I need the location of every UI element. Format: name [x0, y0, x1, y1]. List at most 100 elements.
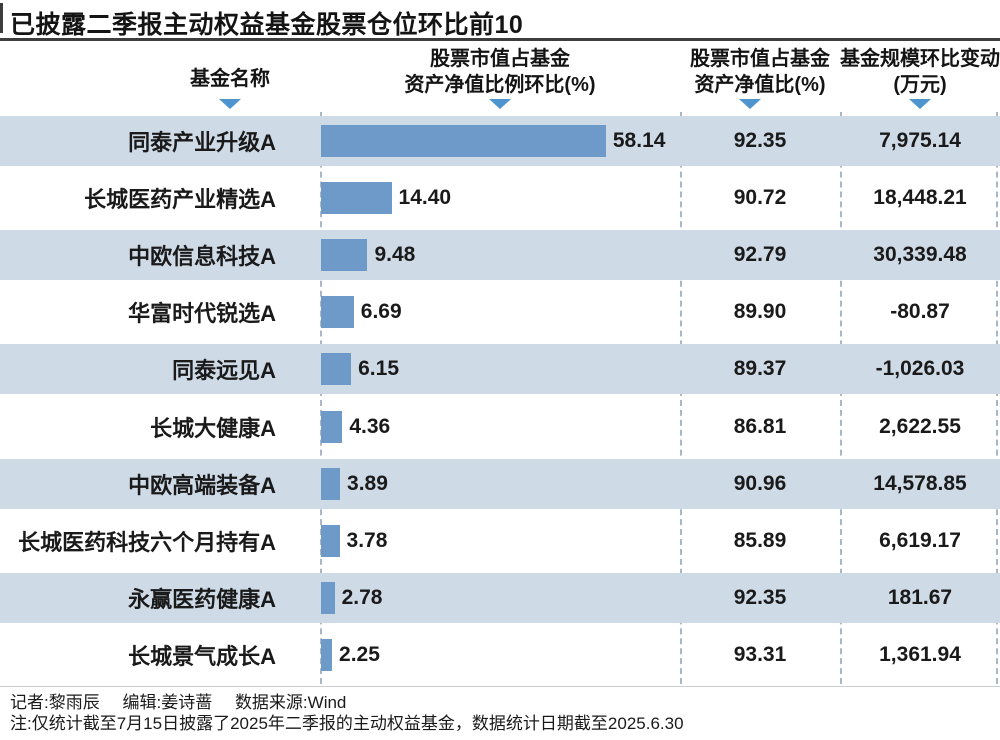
column-header-text: 基金名称	[190, 68, 270, 90]
scale-change-value: -80.87	[890, 300, 950, 324]
ratio-value: 90.72	[733, 185, 787, 209]
column-header-text: 股票市值占基金	[690, 48, 830, 70]
scale-change-value: 2,622.55	[879, 414, 961, 438]
column-divider-dashed-line	[840, 112, 842, 684]
change-bar	[321, 353, 352, 386]
column-header-text: (万元)	[893, 74, 947, 96]
table-row: 中欧高端装备A 3.89 90.96 14,578.85	[0, 455, 1000, 513]
ratio-value: 86.81	[733, 414, 787, 438]
triangle-down-icon	[219, 99, 241, 109]
column-header-text: 资产净值比例环比(%)	[404, 74, 596, 96]
change-bar	[321, 467, 341, 500]
change-value: 6.69	[360, 300, 402, 324]
axis-zero-dashed-line	[320, 112, 322, 684]
ratio-value: 85.89	[733, 528, 787, 552]
column-header-position-ratio: 股票市值占基金 资产净值比(%)	[680, 46, 840, 98]
change-bar	[321, 639, 333, 672]
triangle-down-icon	[489, 99, 511, 109]
change-bar-cell: 14.40	[320, 169, 680, 226]
change-value: 2.78	[341, 586, 383, 610]
column-header-text: 股票市值占基金	[430, 48, 570, 70]
change-value: 14.40	[398, 185, 452, 209]
editor-credit: 编辑:姜诗蔷	[122, 693, 213, 712]
change-bar	[321, 410, 343, 443]
page-title: 已披露二季报主动权益基金股票仓位环比前10	[10, 11, 524, 39]
ratio-value: 90.96	[733, 471, 787, 495]
ratio-value: 92.35	[733, 128, 787, 152]
change-bar-cell: 3.89	[320, 455, 680, 512]
footer-divider-line	[0, 686, 1000, 687]
table-row: 长城医药科技六个月持有A 3.78 85.89 6,619.17	[0, 512, 1000, 569]
column-header-scale-change: 基金规模环比变动 (万元)	[840, 46, 1000, 98]
scale-change-value: -1,026.03	[875, 357, 965, 381]
column-header-text: 资产净值比(%)	[694, 74, 826, 96]
change-value: 3.78	[346, 528, 388, 552]
column-divider-dashed-line	[680, 112, 682, 684]
column-header-fund-name: 基金名称	[90, 66, 370, 92]
scale-change-value: 18,448.21	[873, 185, 967, 209]
triangle-down-icon	[739, 99, 761, 109]
change-value: 4.36	[349, 414, 391, 438]
scale-change-value: 30,339.48	[873, 242, 967, 266]
fund-name: 中欧信息科技A	[128, 243, 276, 269]
change-bar-cell: 2.78	[320, 570, 680, 627]
change-value: 2.25	[339, 643, 380, 667]
change-bar	[321, 238, 368, 271]
change-bar-cell: 3.78	[320, 512, 680, 569]
table-row: 同泰产业升级A 58.14 92.35 7,975.14	[0, 112, 1000, 170]
change-value: 9.48	[374, 242, 416, 266]
change-bar-cell: 6.15	[320, 341, 680, 398]
fund-name: 长城景气成长A	[128, 644, 276, 670]
triangle-down-icon	[909, 99, 931, 109]
table-row: 长城大健康A 4.36 86.81 2,622.55	[0, 398, 1000, 455]
fund-name: 华富时代锐选A	[128, 301, 276, 327]
fund-name: 永赢医药健康A	[128, 587, 276, 613]
table-row: 同泰远见A 6.15 89.37 -1,026.03	[0, 340, 1000, 398]
change-bar	[321, 524, 340, 557]
ratio-value: 89.37	[733, 357, 787, 381]
change-bar	[321, 296, 354, 329]
table-row: 永赢医药健康A 2.78 92.35 181.67	[0, 569, 1000, 627]
column-header-text: 基金规模环比变动	[840, 48, 1000, 70]
ratio-value: 93.31	[733, 643, 787, 667]
change-bar-cell: 9.48	[320, 226, 680, 283]
change-bar-cell: 4.36	[320, 398, 680, 455]
ratio-value: 89.90	[733, 300, 787, 324]
change-value: 3.89	[347, 471, 388, 495]
fund-name: 长城医药科技六个月持有A	[18, 529, 276, 555]
scale-change-value: 181.67	[887, 586, 953, 610]
scale-change-value: 6,619.17	[879, 528, 961, 552]
title-accent-bar	[0, 3, 3, 33]
fund-name: 长城大健康A	[150, 415, 276, 441]
title-divider-line	[0, 38, 1000, 41]
fund-name: 长城医药产业精选A	[84, 186, 276, 212]
table-row: 华富时代锐选A 6.69 89.90 -80.87	[0, 284, 1000, 341]
footnote: 注:仅统计截至7月15日披露了2025年二季报的主动权益基金，数据统计日期截至2…	[10, 714, 684, 733]
fund-name: 中欧高端装备A	[128, 472, 276, 498]
scale-change-value: 14,578.85	[873, 471, 967, 495]
ratio-value: 92.79	[733, 242, 787, 266]
fund-name: 同泰远见A	[172, 358, 276, 384]
column-header-position-change: 股票市值占基金 资产净值比例环比(%)	[320, 46, 680, 98]
change-bar	[321, 582, 335, 615]
scale-change-value: 1,361.94	[879, 643, 961, 667]
table-right-edge-dashed-line	[996, 112, 998, 684]
change-value: 6.15	[358, 357, 399, 381]
table-row: 中欧信息科技A 9.48 92.79 30,339.48	[0, 226, 1000, 284]
change-bar-cell: 2.25	[320, 627, 680, 684]
ratio-value: 92.35	[733, 586, 787, 610]
table-body: 同泰产业升级A 58.14 92.35 7,975.14 长城医药产业精选A 1…	[0, 112, 1000, 684]
table-row: 长城医药产业精选A 14.40 90.72 18,448.21	[0, 169, 1000, 226]
change-bar	[321, 181, 392, 214]
table-row: 长城景气成长A 2.25 93.31 1,361.94	[0, 627, 1000, 684]
scale-change-value: 7,975.14	[879, 128, 961, 152]
data-source-credit: 数据来源:Wind	[234, 693, 347, 712]
reporter-credit: 记者:黎雨辰	[10, 693, 100, 712]
change-bar	[321, 124, 606, 157]
credits-line: 记者:黎雨辰 编辑:姜诗蔷 数据来源:Wind	[10, 692, 364, 713]
fund-name: 同泰产业升级A	[128, 129, 276, 155]
change-bar-cell: 6.69	[320, 284, 680, 341]
change-bar-cell: 58.14	[320, 112, 680, 169]
change-value: 58.14	[612, 128, 666, 152]
